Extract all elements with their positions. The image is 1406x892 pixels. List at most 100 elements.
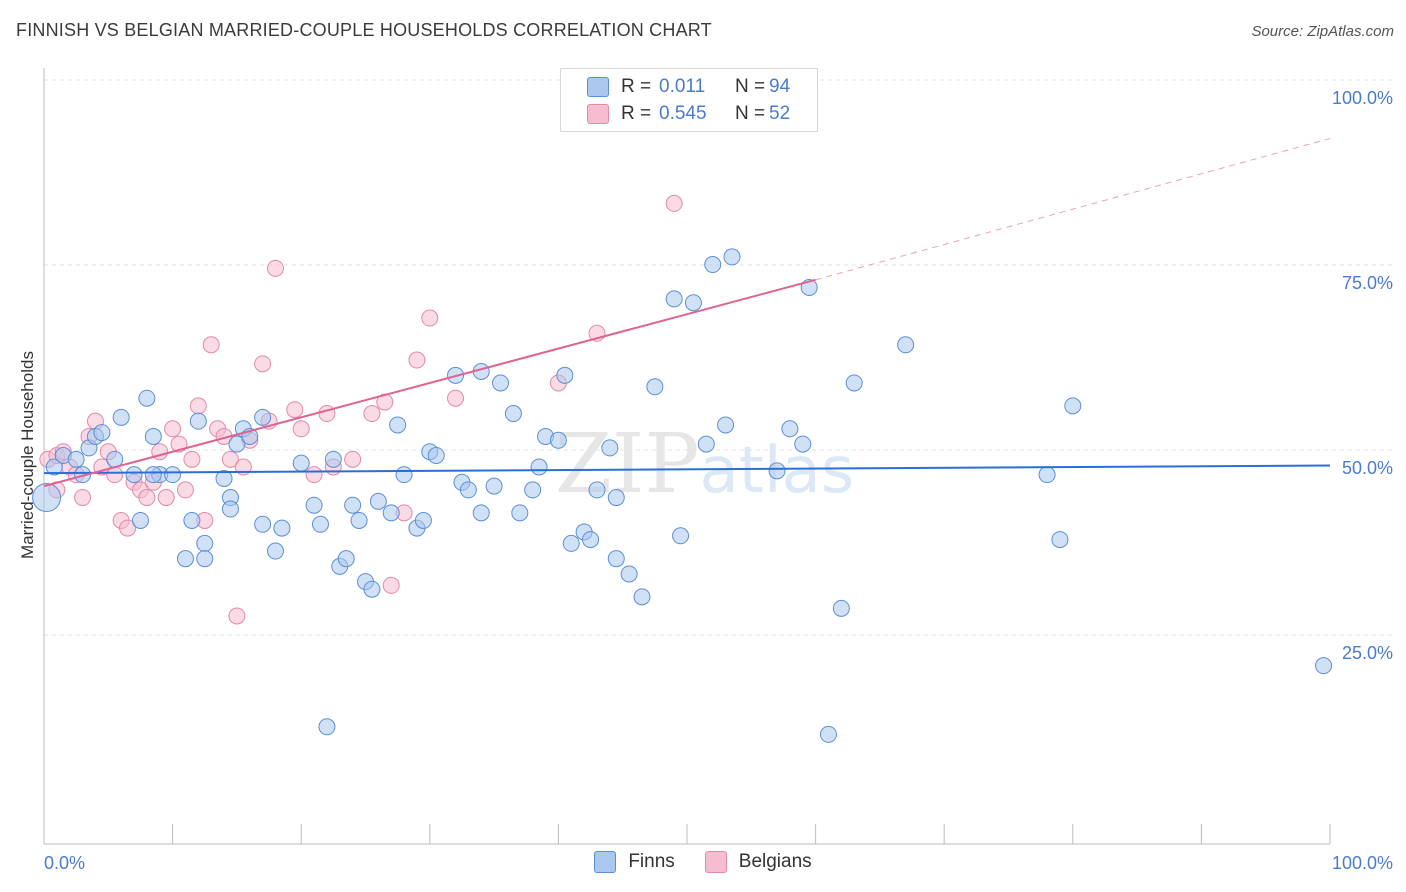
finns-point	[511, 504, 529, 522]
belgians-point	[344, 450, 362, 468]
belgians-point	[189, 397, 207, 415]
y-axis-label: Married-couple Households	[18, 351, 37, 559]
finns-point	[337, 550, 355, 568]
watermark-zip: ZIP	[555, 417, 700, 512]
belgians-point	[183, 450, 201, 468]
belgians-point	[74, 489, 92, 507]
finns-point	[125, 466, 143, 484]
correlation-legend: R = 0.011 N = 94 R = 0.545 N = 52	[560, 68, 818, 132]
y-tick-label: 25.0%	[1342, 643, 1393, 663]
legend-item-finns[interactable]: Finns	[594, 851, 675, 873]
finns-point	[45, 458, 63, 476]
belgians-point	[176, 481, 194, 499]
belgians-point	[292, 420, 310, 438]
belgians-point	[286, 401, 304, 419]
finns-point	[32, 483, 62, 513]
finns-point	[363, 580, 381, 598]
belgians-point	[408, 351, 426, 369]
finns-point	[588, 481, 606, 499]
finns-point	[254, 408, 272, 426]
finns-point	[427, 447, 445, 465]
finns-point	[530, 458, 548, 476]
legend-item-belgians[interactable]: Belgians	[704, 851, 812, 873]
finns-point	[607, 550, 625, 568]
finns-point	[196, 550, 214, 568]
finns-point	[189, 412, 207, 430]
belgians-point	[421, 309, 439, 327]
finns-point	[144, 466, 162, 484]
finns-point	[704, 256, 722, 274]
finns-point	[492, 374, 510, 392]
finns-point	[633, 588, 651, 606]
finns-point	[684, 294, 702, 312]
belgians-point	[305, 466, 323, 484]
finns-point	[176, 550, 194, 568]
x-tick-label-max: 100.0%	[1332, 853, 1393, 873]
belgians-point	[157, 489, 175, 507]
y-tick-label: 75.0%	[1342, 273, 1393, 293]
n-value: 52	[769, 103, 791, 124]
finns-point	[93, 424, 111, 442]
finns-point	[1315, 657, 1333, 675]
legend-label-finns: Finns	[628, 851, 675, 872]
finns-point	[138, 389, 156, 407]
y-tick-label: 50.0%	[1342, 458, 1393, 478]
finns-point	[382, 504, 400, 522]
y-tick-label: 100.0%	[1332, 88, 1393, 108]
finns-point	[164, 466, 182, 484]
finns-point	[794, 435, 812, 453]
belgians-trend-line	[43, 278, 816, 488]
finns-point	[697, 435, 715, 453]
finns-point	[389, 416, 407, 434]
belgians-swatch	[587, 104, 609, 124]
trend-lines	[43, 137, 1331, 488]
finns-point	[562, 534, 580, 552]
r-value: 0.011	[659, 76, 706, 97]
finns-point	[459, 481, 477, 499]
finns-point	[819, 725, 837, 743]
finns-point	[723, 248, 741, 266]
finns-point	[845, 374, 863, 392]
finns-point	[344, 496, 362, 514]
finns-point	[582, 531, 600, 549]
finns-point	[832, 599, 850, 617]
grid-lines	[44, 79, 1392, 636]
belgians-point	[447, 389, 465, 407]
finns-point	[112, 408, 130, 426]
finns-point	[67, 450, 85, 468]
finns-point	[215, 469, 233, 487]
x-tick-label-min: 0.0%	[44, 853, 85, 873]
legend-row-belgians: R = 0.545 N = 52	[587, 102, 790, 126]
belgians-swatch	[704, 851, 727, 873]
finns-point	[369, 492, 387, 510]
finns-point	[607, 489, 625, 507]
finns-point	[504, 405, 522, 423]
finns-point	[1064, 397, 1082, 415]
finns-swatch	[594, 851, 617, 873]
n-value: 94	[769, 76, 791, 97]
belgians-point	[228, 607, 246, 625]
finns-point	[196, 534, 214, 552]
finns-point	[472, 504, 490, 522]
finns-point	[1051, 531, 1069, 549]
r-label: R =	[621, 103, 652, 124]
finns-point	[897, 336, 915, 354]
series-legend: Finns Belgians	[0, 851, 1406, 873]
belgians-point	[266, 259, 284, 277]
belgians-point	[138, 489, 156, 507]
r-value: 0.545	[659, 103, 707, 124]
belgians-point	[221, 450, 239, 468]
finns-point	[228, 435, 246, 453]
finns-point	[556, 366, 574, 384]
belgians-series	[39, 194, 683, 625]
belgians-point	[382, 576, 400, 594]
finns-point	[221, 500, 239, 518]
finns-point	[324, 450, 342, 468]
finns-point	[601, 439, 619, 457]
finns-series	[32, 248, 1333, 743]
finns-point	[781, 420, 799, 438]
finns-swatch	[587, 77, 609, 97]
finns-point	[549, 431, 567, 449]
belgians-point	[318, 405, 336, 423]
finns-point	[768, 462, 786, 480]
